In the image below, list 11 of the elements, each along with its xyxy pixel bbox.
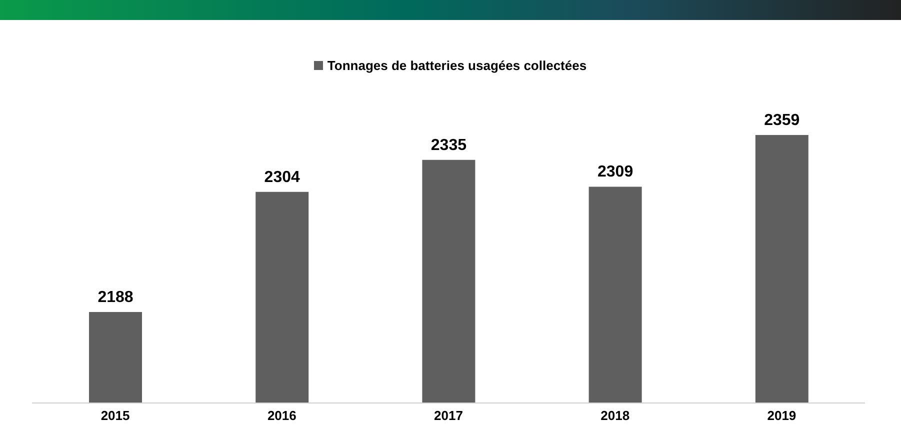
data-label: 2359	[764, 112, 800, 129]
data-label: 2335	[430, 136, 467, 154]
x-tick-label: 2018	[600, 408, 630, 424]
x-tick-label: 2017	[434, 408, 463, 424]
x-tick-label: 2019	[767, 408, 796, 424]
data-label: 2188	[98, 288, 134, 306]
x-tick-label: 2016	[267, 408, 296, 424]
legend-label: Tonnages de batteries usagées collectées	[326, 58, 587, 73]
data-label: 2304	[264, 168, 300, 186]
data-label: 2309	[598, 164, 634, 181]
x-tick-label: 2015	[100, 408, 130, 424]
